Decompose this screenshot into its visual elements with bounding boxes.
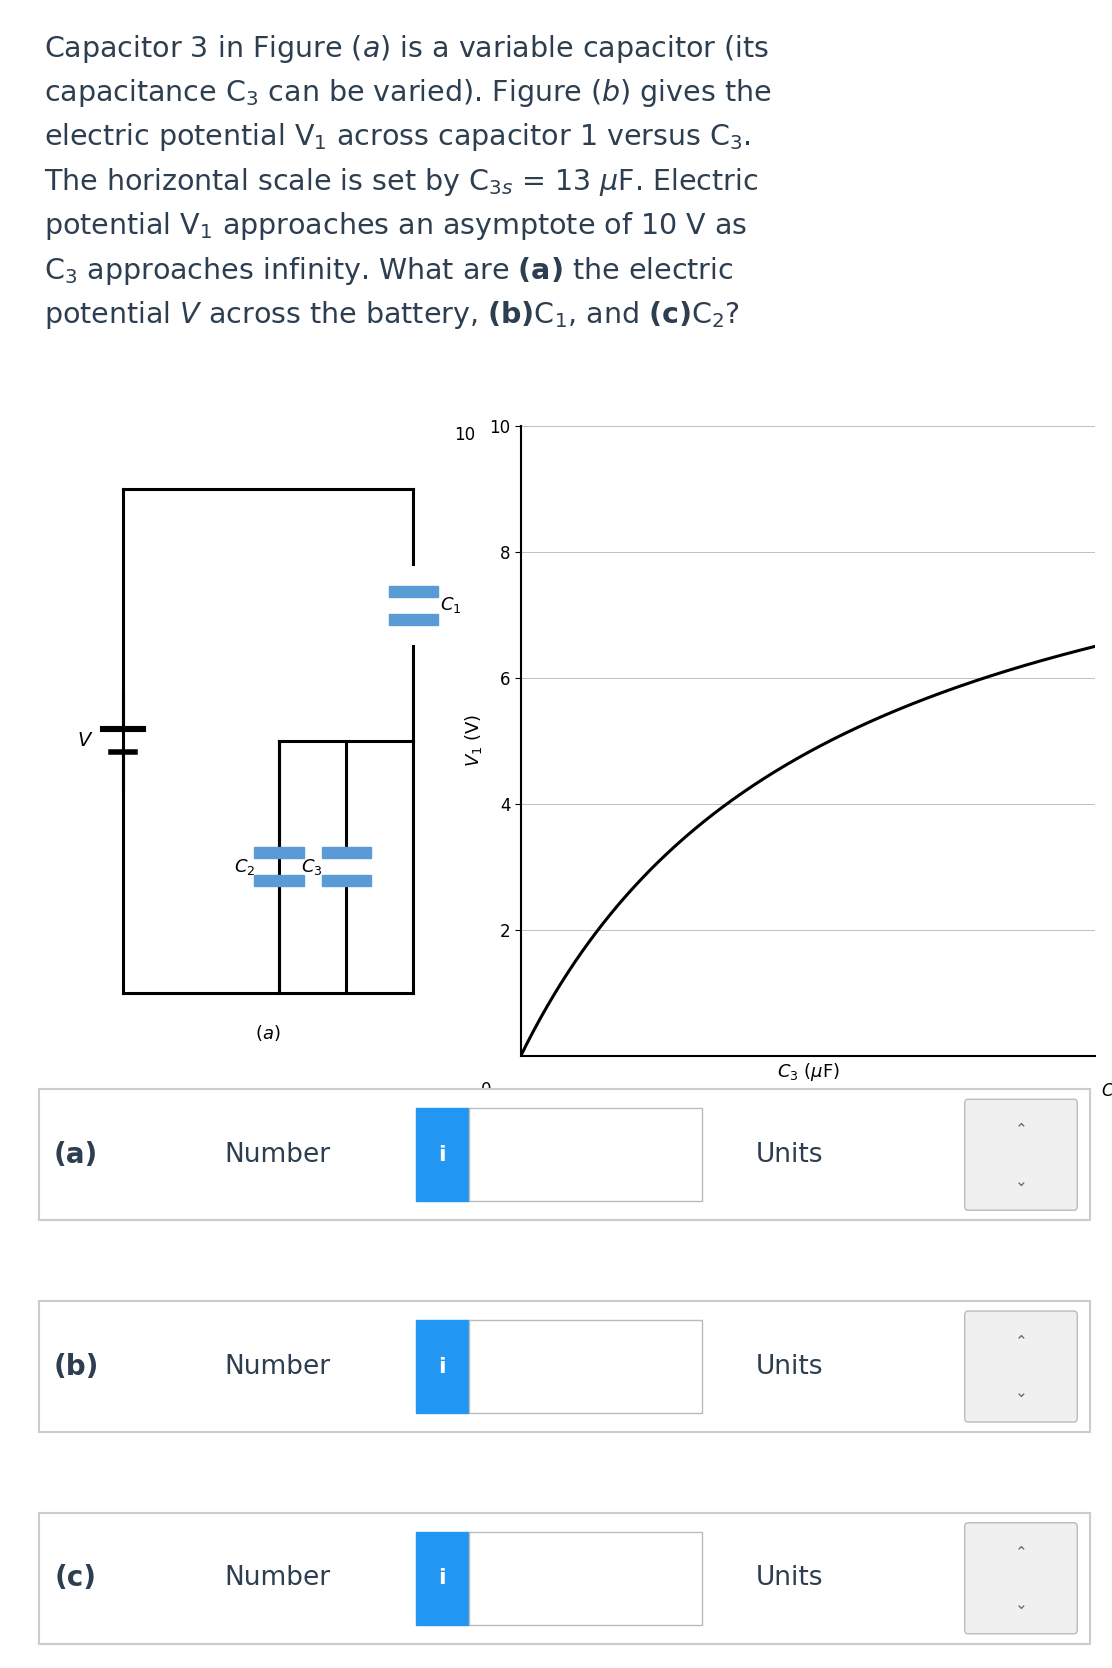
- X-axis label: $C_3$ ($\mu$F): $C_3$ ($\mu$F): [776, 1061, 840, 1083]
- Text: $C_3$: $C_3$: [301, 857, 322, 877]
- Text: Units: Units: [755, 1143, 823, 1168]
- Bar: [416, 1108, 469, 1201]
- Text: ⌃: ⌃: [1014, 1333, 1027, 1348]
- Text: ⌃: ⌃: [1014, 1545, 1027, 1560]
- Text: ⌄: ⌄: [1014, 1386, 1027, 1401]
- Text: Capacitor 3 in Figure ($a$) is a variable capacitor (its
capacitance C$_3$ can b: Capacitor 3 in Figure ($a$) is a variabl…: [44, 32, 772, 332]
- Bar: [469, 1319, 703, 1413]
- Text: $(b)$: $(b)$: [795, 1156, 821, 1176]
- Text: (b): (b): [53, 1353, 99, 1381]
- Text: ⌄: ⌄: [1014, 1596, 1027, 1611]
- Bar: [255, 847, 304, 859]
- Bar: [416, 1319, 469, 1413]
- Bar: [388, 614, 438, 626]
- Bar: [255, 874, 304, 886]
- Text: (c): (c): [54, 1565, 97, 1593]
- Text: 10: 10: [454, 425, 475, 444]
- Bar: [321, 874, 370, 886]
- Text: Units: Units: [755, 1353, 823, 1379]
- Text: i: i: [438, 1356, 446, 1376]
- Bar: [469, 1531, 703, 1625]
- Text: $C_2$: $C_2$: [235, 857, 256, 877]
- FancyBboxPatch shape: [965, 1311, 1078, 1423]
- Text: $C_1$: $C_1$: [440, 595, 461, 615]
- Y-axis label: $V_1$ (V): $V_1$ (V): [463, 714, 484, 767]
- FancyBboxPatch shape: [39, 1089, 1090, 1221]
- Bar: [469, 1108, 703, 1201]
- Text: $V$: $V$: [77, 731, 93, 751]
- Text: Number: Number: [225, 1143, 330, 1168]
- Bar: [321, 847, 370, 859]
- Bar: [388, 585, 438, 597]
- FancyBboxPatch shape: [965, 1099, 1078, 1211]
- Text: ⌃: ⌃: [1014, 1121, 1027, 1136]
- Text: Number: Number: [225, 1353, 330, 1379]
- FancyBboxPatch shape: [39, 1301, 1090, 1433]
- Text: $(a)$: $(a)$: [255, 1022, 280, 1042]
- Text: $C_{3s}$: $C_{3s}$: [1101, 1081, 1112, 1101]
- Text: Number: Number: [225, 1565, 330, 1591]
- FancyBboxPatch shape: [39, 1513, 1090, 1645]
- Text: ⌄: ⌄: [1014, 1174, 1027, 1189]
- Text: 0: 0: [481, 1081, 492, 1099]
- FancyBboxPatch shape: [965, 1523, 1078, 1633]
- Text: Units: Units: [755, 1565, 823, 1591]
- Text: i: i: [438, 1568, 446, 1588]
- Text: (a): (a): [53, 1141, 98, 1169]
- Bar: [416, 1531, 469, 1625]
- Text: i: i: [438, 1144, 446, 1164]
